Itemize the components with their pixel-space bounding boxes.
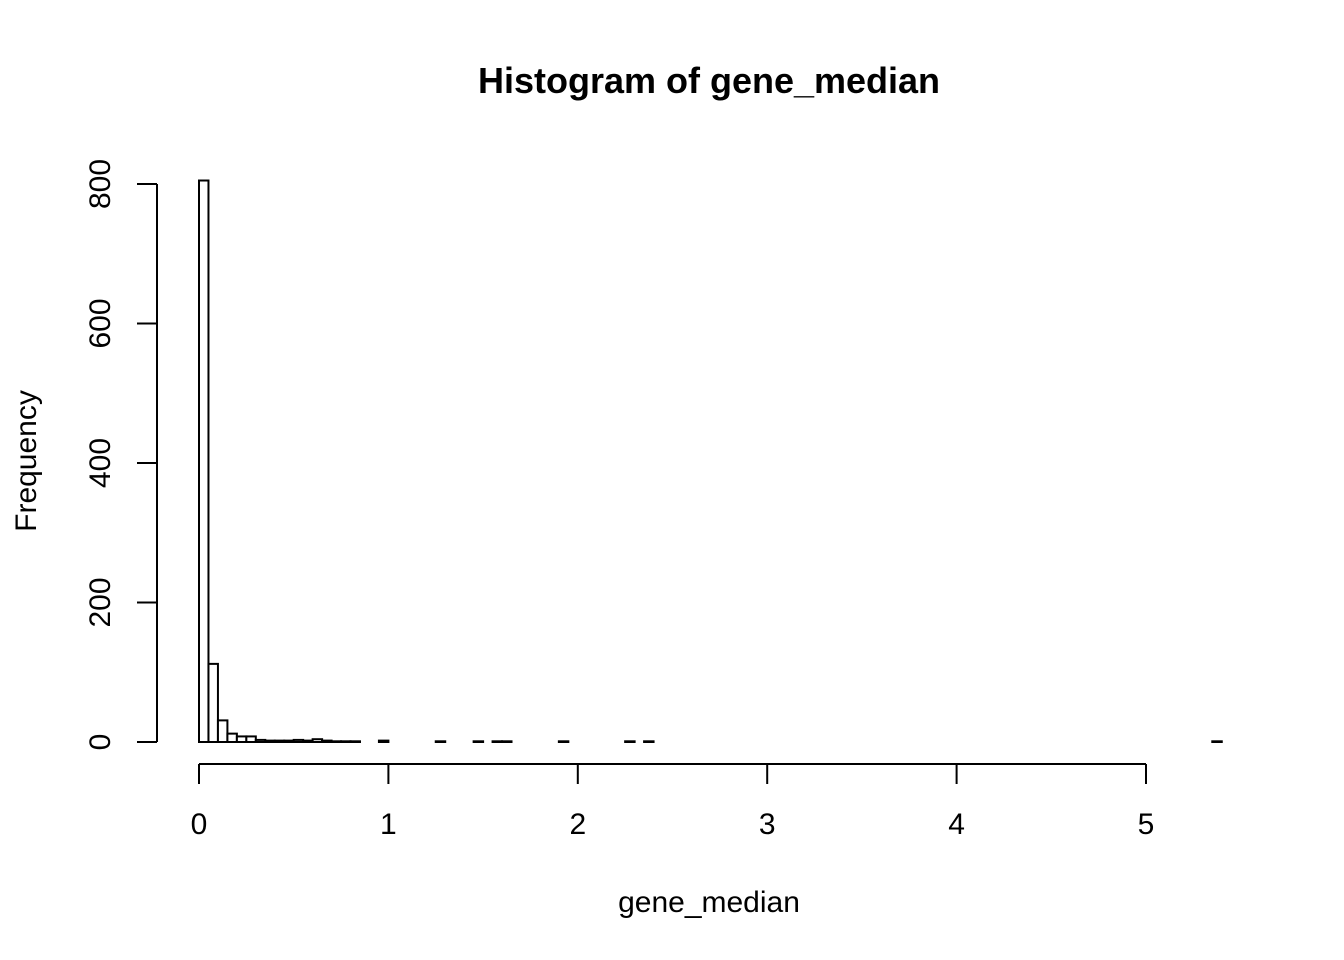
histogram-bar: [207, 662, 219, 744]
histogram-bar: [254, 738, 267, 743]
histogram-bar: [1211, 740, 1223, 743]
histogram-bar: [321, 739, 333, 743]
histogram-bar: [216, 719, 229, 744]
histogram-bar: [292, 738, 305, 743]
histogram-bar: [245, 735, 257, 743]
histogram-bar: [273, 739, 286, 743]
y-axis-label: Frequency: [10, 390, 43, 532]
histogram-bar: [349, 740, 361, 743]
x-tick-label: 5: [1138, 808, 1155, 841]
histogram-bar: [491, 740, 504, 743]
y-tick-label: 0: [84, 734, 117, 751]
histogram-bar: [283, 739, 295, 743]
y-tick-label: 400: [84, 438, 117, 488]
histogram-bar: [340, 740, 352, 743]
histogram-bar: [226, 732, 238, 744]
histogram-bar: [434, 740, 447, 743]
histogram-bar: [472, 740, 485, 743]
x-tick-label: 3: [759, 808, 776, 841]
y-tick-label: 800: [84, 159, 117, 209]
x-tick-label: 0: [191, 808, 208, 841]
y-axis: 0 200 400 600 800: [84, 159, 158, 751]
histogram-bar: [624, 740, 636, 743]
histogram-bar: [377, 739, 390, 743]
x-tick-label: 4: [948, 808, 965, 841]
y-tick-label: 600: [84, 298, 117, 348]
x-tick-label: 1: [380, 808, 397, 841]
histogram-bar: [557, 740, 570, 743]
x-axis-label: gene_median: [618, 886, 800, 919]
y-tick-label: 200: [84, 577, 117, 627]
histogram-bar: [643, 740, 655, 743]
bars-group: [198, 179, 1223, 744]
histogram-bar: [235, 735, 248, 743]
histogram-bar: [311, 738, 324, 744]
histogram-bar: [198, 179, 210, 743]
histogram-bar: [501, 740, 513, 743]
histogram-bar: [330, 740, 343, 743]
histogram-bar: [264, 739, 276, 743]
chart-title: Histogram of gene_median: [478, 60, 940, 101]
x-axis: 0 1 2 3 4 5: [191, 763, 1155, 841]
x-tick-label: 2: [569, 808, 586, 841]
histogram-bar: [302, 739, 314, 743]
